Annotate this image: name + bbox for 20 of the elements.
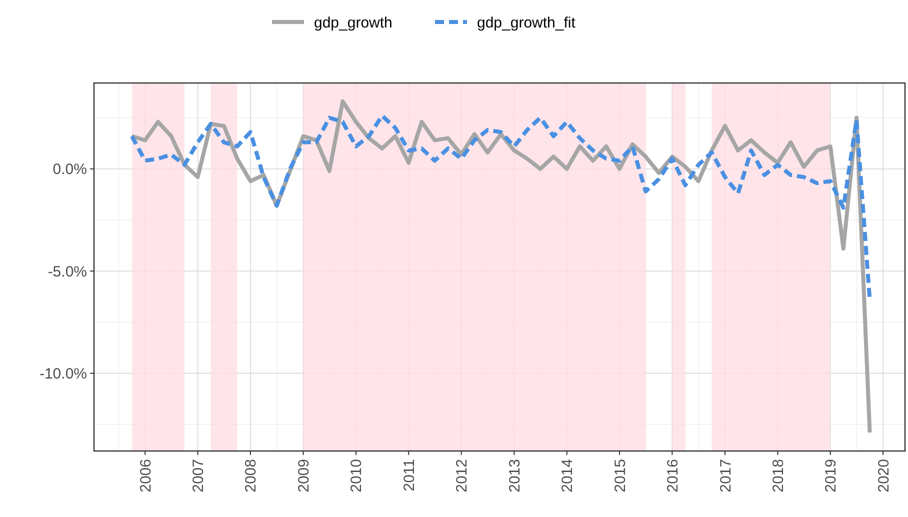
legend-label: gdp_growth_fit xyxy=(477,14,576,32)
x-tick-label: 2014 xyxy=(559,459,576,492)
x-tick-label: 2010 xyxy=(348,459,366,492)
x-tick-label: 2006 xyxy=(137,459,154,492)
legend-label: gdp_growth xyxy=(314,14,392,32)
y-tick-label: 0.0% xyxy=(52,161,87,178)
x-tick-label: 2013 xyxy=(506,459,524,492)
x-tick-label: 2012 xyxy=(454,459,471,492)
x-tick-label: 2020 xyxy=(875,459,892,492)
x-tick-label: 2007 xyxy=(190,459,208,492)
x-tick-label: 2008 xyxy=(242,459,260,492)
x-tick-label: 2019 xyxy=(822,459,840,492)
x-tick-label: 2017 xyxy=(717,459,734,492)
y-tick-label: -10.0% xyxy=(39,366,87,383)
y-tick-label: -5.0% xyxy=(48,263,87,280)
x-tick-label: 2016 xyxy=(664,459,682,492)
x-tick-label: 2011 xyxy=(400,459,418,492)
x-tick-label: 2018 xyxy=(770,459,787,492)
x-tick-label: 2009 xyxy=(296,459,313,492)
x-tick-label: 2015 xyxy=(612,459,629,492)
